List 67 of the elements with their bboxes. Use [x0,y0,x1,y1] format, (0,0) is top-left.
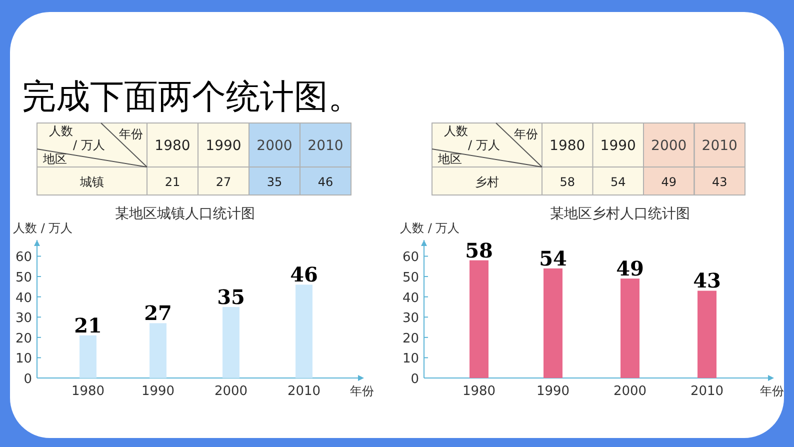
y-tick-label: 60 [402,250,419,266]
text: 地区 [42,152,67,166]
y-tick-label: 40 [15,290,32,306]
chart-title: 某地区城镇人口统计图 [115,206,255,222]
y-axis-title: 人数 / 万人 [13,221,73,235]
y-tick-label: 50 [402,270,419,286]
category-label: 1990 [600,138,636,154]
text: 地区 [437,152,462,166]
bar [470,260,488,378]
text: 年份 [119,127,143,141]
y-tick-label: 40 [402,290,419,306]
y-tick-label: 10 [402,352,419,367]
category-label: 2010 [308,138,344,154]
data-label: 43 [693,268,721,293]
x-axis-title: 年份 [760,384,784,398]
data-label: 21 [74,313,102,338]
category-label: 1980 [154,138,190,154]
text: 35 [266,175,282,189]
category-label: 1980 [550,138,586,154]
text: 58 [560,175,576,189]
text: 年份 [514,127,538,141]
chart-title: 某地区乡村人口统计图 [550,206,690,222]
y-tick-label: 30 [15,311,32,326]
x-tick-label: 2000 [613,384,647,399]
text: 21 [164,175,180,189]
text: 46 [318,175,334,189]
y-tick-label: 60 [15,250,32,266]
data-label: 49 [616,256,644,281]
x-tick-label: 1980 [71,384,105,399]
category-label: 2000 [651,138,687,154]
text: 54 [610,175,626,189]
x-tick-label: 1990 [141,384,175,399]
text: 完成下面两个统计图。 [22,77,362,117]
y-tick-label: 0 [24,372,32,387]
y-axis-title: 人数 / 万人 [400,221,460,235]
data-label: 27 [144,301,172,326]
data-label: 46 [290,262,318,287]
bar [620,278,640,378]
text: / 万人 [468,138,500,152]
x-tick-label: 2000 [214,384,248,399]
x-tick-label: 2010 [287,384,321,399]
data-label: 54 [539,246,567,270]
text: 乡村 [475,175,499,189]
y-tick-label: 10 [15,352,32,367]
x-tick-label: 1990 [536,384,570,399]
bar [698,290,716,378]
text: 人数 [444,124,468,138]
y-tick-label: 20 [402,331,419,346]
category-label: 1990 [206,138,242,154]
bar [544,268,562,378]
text: 27 [216,175,232,189]
text: 人数 [49,124,73,138]
y-tick-label: 30 [402,311,419,326]
y-tick-label: 0 [410,372,419,387]
x-tick-label: 2010 [690,384,724,399]
data-label: 35 [217,284,245,309]
category-label: 2010 [702,138,738,154]
x-axis-title: 年份 [350,384,374,398]
y-tick-label: 20 [15,331,32,346]
category-label: 2000 [256,138,292,154]
text: / 万人 [73,138,105,152]
data-label: 58 [465,238,493,262]
x-tick-label: 1980 [462,384,496,399]
text: 城镇 [79,175,104,189]
text: 49 [661,175,677,189]
y-tick-label: 50 [15,270,32,286]
text: 43 [712,175,728,189]
